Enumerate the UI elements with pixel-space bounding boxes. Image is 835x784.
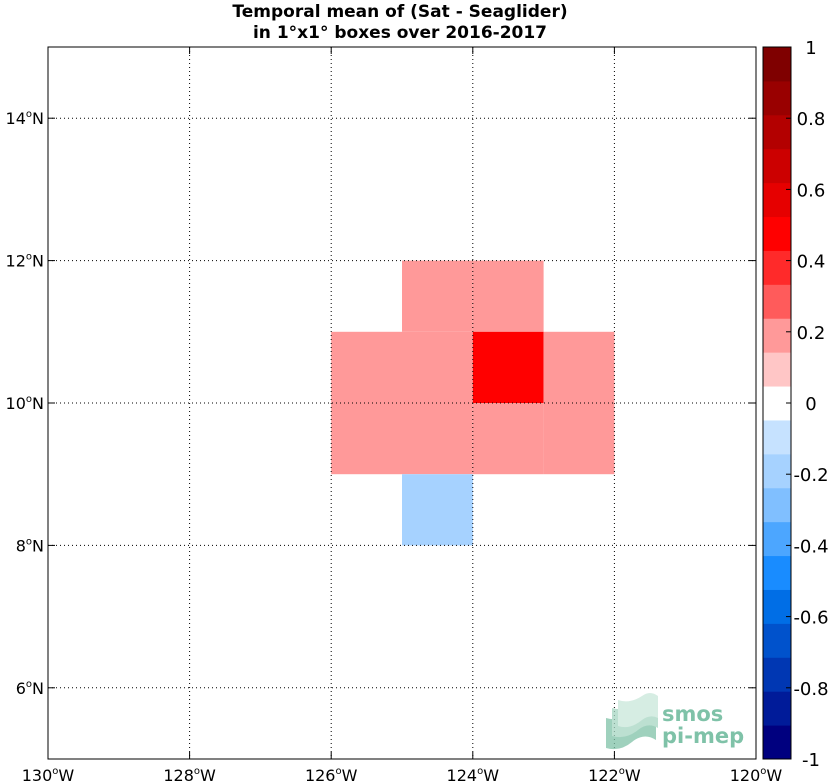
colorbar-segment [763,250,791,285]
heatmap-cell [543,331,615,403]
heatmap-cell [402,331,473,403]
colorbar-segment [763,555,791,590]
colorbar-tick-label: 1 [805,38,816,59]
colorbar-tick-label: -0.8 [793,679,828,700]
heatmap-cells [331,260,615,546]
colorbar-tick-label: -0.2 [793,465,828,486]
x-axis-ticks: 130oW 128oW 126oW 124oW 122oW 120oW [22,47,783,784]
colorbar-segment [763,352,791,387]
colorbar-segment [763,80,791,116]
x-tick-label: 122oW [588,766,641,784]
y-tick-label: 10oN [6,394,44,413]
heatmap-cell [472,403,544,475]
colorbar-tick-label: -1 [802,750,820,771]
colorbar-tick-label: 0.8 [797,109,826,130]
x-tick-label: 128oW [163,766,216,784]
x-tick-label: 120oW [730,766,783,784]
colorbar-segment [763,487,791,523]
colorbar-segment [763,521,791,557]
y-tick-label: 6oN [16,679,44,698]
x-tick-label: 124oW [447,766,500,784]
heatmap-cell [331,403,402,475]
colorbar-segment [763,284,791,319]
colorbar-segment [763,318,791,353]
heatmap-cell [402,474,473,546]
smos-pimep-logo: smos pi-mep [606,693,744,750]
colorbar-segment [763,589,791,624]
heatmap-cell [331,331,402,403]
heatmap-cell [472,331,544,403]
colorbar-segment [763,691,791,726]
y-tick-label: 8oN [16,536,44,555]
heatmap-cell [402,403,473,475]
colorbar-tick-label: -0.4 [793,536,828,557]
colorbar-tick-label: 0 [805,394,816,415]
colorbar-segment [763,419,791,455]
colorbar-segment [763,725,791,760]
colorbar-segment [763,657,791,692]
colorbar-tick-label: 0.6 [797,180,826,201]
heatmap-cell [543,403,615,475]
y-axis-ticks: 6oN 8oN 10oN 12oN 14oN [6,109,756,698]
colorbar-tick-label: -0.6 [793,608,828,629]
chart-title-line1: Temporal mean of (Sat - Seaglider) [232,2,567,22]
logo-text-pimep: pi-mep [662,724,744,748]
logo-text-smos: smos [662,702,723,726]
colorbar-segment [763,182,791,218]
colorbar-segment [763,114,791,150]
colorbar-segment [763,623,791,658]
heatmap-cell [472,260,544,332]
colorbar-tick-label: 0.4 [797,252,826,273]
heatmap-cell [402,260,473,332]
y-tick-label: 12oN [6,252,44,271]
colorbar: 1 0.8 0.6 0.4 0.2 0 -0.2 -0.4 -0.6 -0.8 -1 [762,38,829,771]
grid-lines [48,47,756,759]
x-tick-label: 130oW [22,766,75,784]
chart-title-line2: in 1°x1° boxes over 2016-2017 [253,23,547,43]
colorbar-tick-label: 0.2 [797,323,826,344]
colorbar-segment [763,47,791,82]
x-tick-label: 126oW [305,766,358,784]
y-tick-label: 14oN [6,109,44,128]
colorbar-segment [763,216,791,251]
colorbar-segment [763,148,791,184]
logo-waves-icon [606,693,658,750]
colorbar-segment [763,453,791,489]
